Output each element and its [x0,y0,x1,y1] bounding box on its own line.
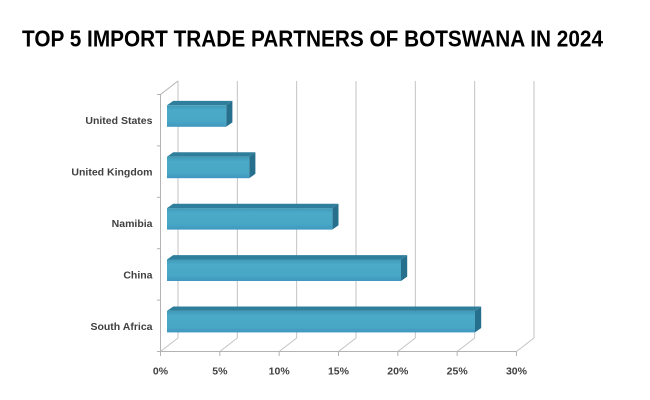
svg-text:10%: 10% [269,366,291,378]
svg-text:0%: 0% [153,366,169,378]
svg-text:5%: 5% [212,366,228,378]
svg-text:China: China [123,269,152,281]
svg-text:TOP 5 IMPORT TRADE PARTNERS OF: TOP 5 IMPORT TRADE PARTNERS OF BOTSWANA … [22,26,604,52]
svg-text:United States: United States [85,115,152,127]
svg-text:Namibia: Namibia [112,218,153,230]
svg-text:United Kingdom: United Kingdom [71,167,152,179]
svg-text:30%: 30% [506,366,528,378]
svg-text:25%: 25% [447,366,469,378]
svg-text:South Africa: South Africa [90,321,152,333]
svg-text:20%: 20% [387,366,409,378]
svg-text:15%: 15% [328,366,350,378]
